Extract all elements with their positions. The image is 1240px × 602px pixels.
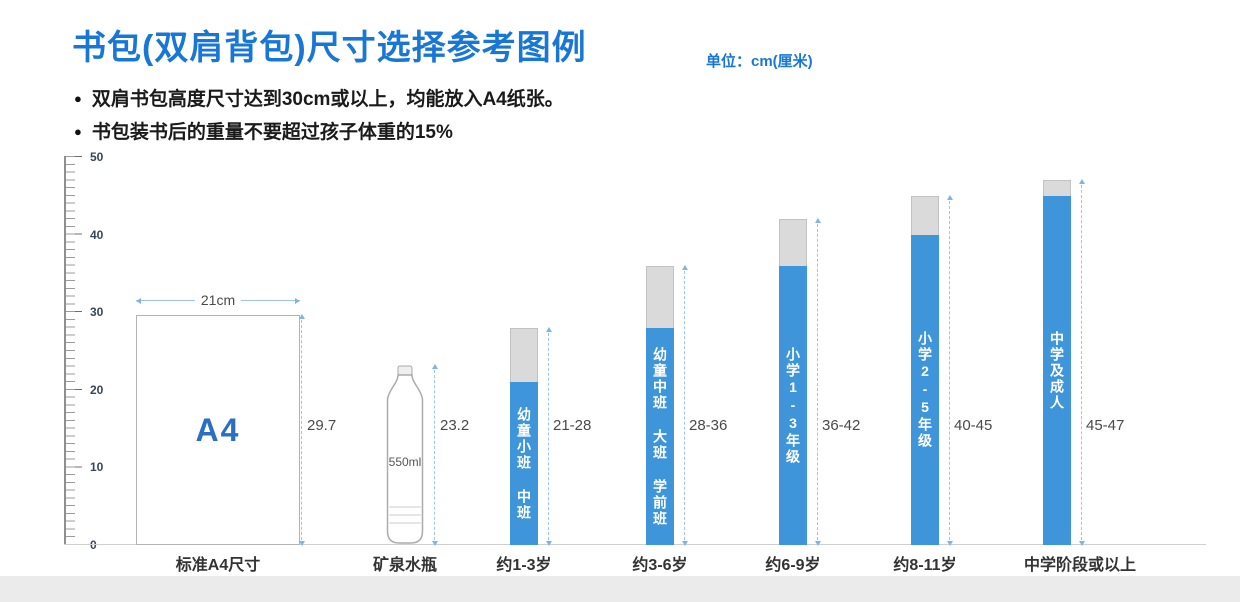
bar-max-cap [779, 219, 807, 266]
bottle-drawing [386, 365, 424, 544]
bar-grade-text: 小学1-3年级 [785, 346, 801, 465]
bar-grade-text: 幼童中班 大班 学前班 [652, 346, 668, 527]
note-line-a4: ● 双肩书包高度尺寸达到30cm或以上，均能放入A4纸张。 [74, 84, 564, 111]
category-label-a4: 标准A4尺寸 [175, 557, 261, 574]
a4-width-measure-line: 21cm [136, 292, 300, 309]
bar-grade-text: 幼童小班 中班 [516, 406, 532, 521]
range-label: 36-42 [822, 417, 861, 434]
page-title: 书包(双肩背包)尺寸选择参考图例 [72, 29, 587, 67]
measure-line [681, 265, 688, 546]
note-text: 双肩书包高度尺寸达到30cm或以上，均能放入A4纸张。 [91, 89, 564, 110]
size-bar-group-age-8-11: 小学2-5年级 [911, 196, 939, 545]
footer-strip [0, 576, 1240, 602]
a4-width-label: 21cm [194, 292, 242, 309]
unit-label: 单位：cm(厘米) [706, 53, 813, 70]
category-label: 约8-11岁 [893, 557, 957, 574]
size-bar-group-age-3-6: 幼童中班 大班 学前班 [646, 266, 674, 545]
measure-line [946, 195, 953, 546]
bar-max-cap [646, 266, 674, 328]
bottle-height-value: 23.2 [440, 417, 470, 434]
bar-fill: 小学2-5年级 [911, 235, 939, 545]
bar-max-cap [510, 328, 538, 382]
bullet-icon: ● [74, 91, 82, 106]
size-bar-group-age-6-9: 小学1-3年级 [779, 219, 807, 545]
bar-max-cap [911, 196, 939, 235]
size-bar-group-middle-school: 中学及成人 [1043, 180, 1071, 545]
note-line-weight: ● 书包装书后的重量不要超过孩子体重的15% [74, 117, 453, 144]
range-label: 28-36 [689, 417, 728, 434]
bar-fill: 小学1-3年级 [779, 266, 807, 545]
bar-grade-text: 小学2-5年级 [917, 331, 933, 449]
bottle-height-measure-line [431, 364, 438, 546]
bar-grade-text: 中学及成人 [1049, 330, 1065, 411]
range-label: 45-47 [1086, 417, 1125, 434]
chart-baseline [64, 544, 1206, 545]
a4-height-value: 29.7 [307, 417, 337, 434]
measure-line [545, 327, 552, 546]
measure-line [1078, 179, 1085, 546]
bar-fill: 幼童中班 大班 学前班 [646, 328, 674, 545]
ruler-axis [64, 156, 84, 545]
a4-text: A4 [195, 411, 241, 448]
axis-tick-30: 30 [90, 305, 104, 319]
note-text: 书包装书后的重量不要超过孩子体重的15% [91, 122, 453, 143]
axis-tick-0: 0 [90, 538, 97, 552]
range-label: 40-45 [954, 417, 993, 434]
axis-tick-10: 10 [90, 460, 104, 474]
bar-max-cap [1043, 180, 1071, 196]
axis-tick-40: 40 [90, 228, 104, 242]
category-label: 约6-9岁 [765, 557, 821, 574]
range-label: 21-28 [553, 417, 592, 434]
category-label: 约3-6岁 [632, 557, 688, 574]
bottle-icon [378, 365, 432, 545]
a4-height-measure-line [298, 314, 305, 546]
measure-line [814, 218, 821, 546]
bullet-icon: ● [74, 124, 82, 139]
category-label: 中学阶段或以上 [1023, 557, 1137, 574]
size-bar-group-age-1-3: 幼童小班 中班 [510, 328, 538, 545]
axis-tick-50: 50 [90, 150, 104, 164]
a4-paper-outline: A4 [136, 315, 300, 545]
category-label-bottle: 矿泉水瓶 [372, 557, 438, 574]
bottle-volume-label: 550ml [388, 455, 422, 469]
category-label: 约1-3岁 [496, 557, 552, 574]
bar-fill: 中学及成人 [1043, 196, 1071, 545]
bar-fill: 幼童小班 中班 [510, 382, 538, 545]
axis-tick-20: 20 [90, 383, 104, 397]
